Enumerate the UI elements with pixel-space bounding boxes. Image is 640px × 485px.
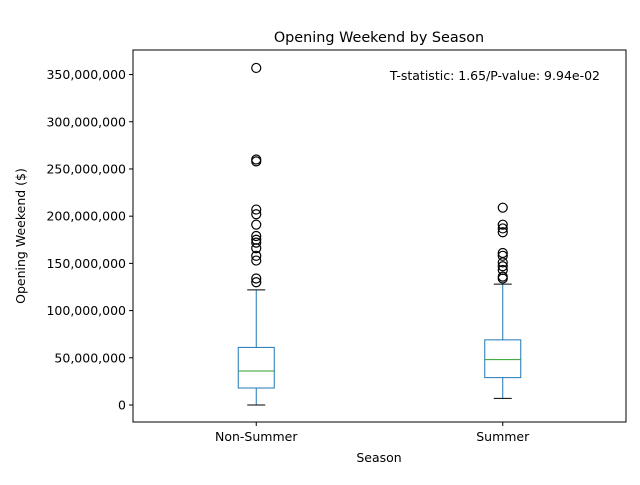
- annotation-text: T-statistic: 1.65/P-value: 9.94e-02: [389, 68, 600, 83]
- y-tick-label: 50,000,000: [54, 350, 126, 365]
- outlier-point: [497, 202, 508, 213]
- y-tick-label: 200,000,000: [46, 209, 126, 224]
- y-axis-label: Opening Weekend ($): [13, 168, 28, 304]
- box-iqr: [484, 339, 522, 379]
- y-tick-label: 300,000,000: [46, 114, 126, 129]
- outlier-point: [251, 234, 262, 245]
- outlier-point: [251, 255, 262, 266]
- outlier-point: [251, 154, 262, 165]
- outlier-point: [497, 261, 508, 272]
- y-tick-label: 250,000,000: [46, 161, 126, 176]
- y-tick-label: 100,000,000: [46, 303, 126, 318]
- axes-frame: [132, 49, 627, 423]
- outlier-point: [251, 204, 262, 215]
- outlier-point: [251, 209, 262, 220]
- outlier-point: [497, 247, 508, 259]
- outlier-point: [497, 227, 508, 238]
- y-tick-label: 350,000,000: [46, 67, 126, 82]
- y-tick-label: 0: [118, 398, 126, 413]
- outlier-point: [251, 62, 262, 74]
- outlier-point: [251, 277, 262, 288]
- chart-title: Opening Weekend by Season: [274, 30, 484, 46]
- box-iqr: [237, 346, 275, 389]
- outlier-point: [497, 264, 508, 276]
- x-tick-label: Non-Summer: [215, 429, 298, 444]
- outlier-point: [251, 230, 262, 242]
- x-tick-label: Summer: [476, 429, 530, 444]
- outlier-point: [251, 273, 262, 284]
- y-tick-label: 150,000,000: [46, 256, 126, 271]
- outlier-point: [497, 223, 508, 234]
- outlier-point: [497, 271, 508, 282]
- outlier-point: [497, 250, 508, 261]
- plot-area: 0 50,000,000 100,000,000 150,000,000 200,000…: [46, 49, 627, 444]
- outlier-point: [251, 250, 262, 261]
- outlier-point: [251, 237, 262, 248]
- x-axis-label: Season: [356, 450, 401, 465]
- outlier-point: [251, 219, 262, 230]
- outlier-point: [497, 219, 508, 230]
